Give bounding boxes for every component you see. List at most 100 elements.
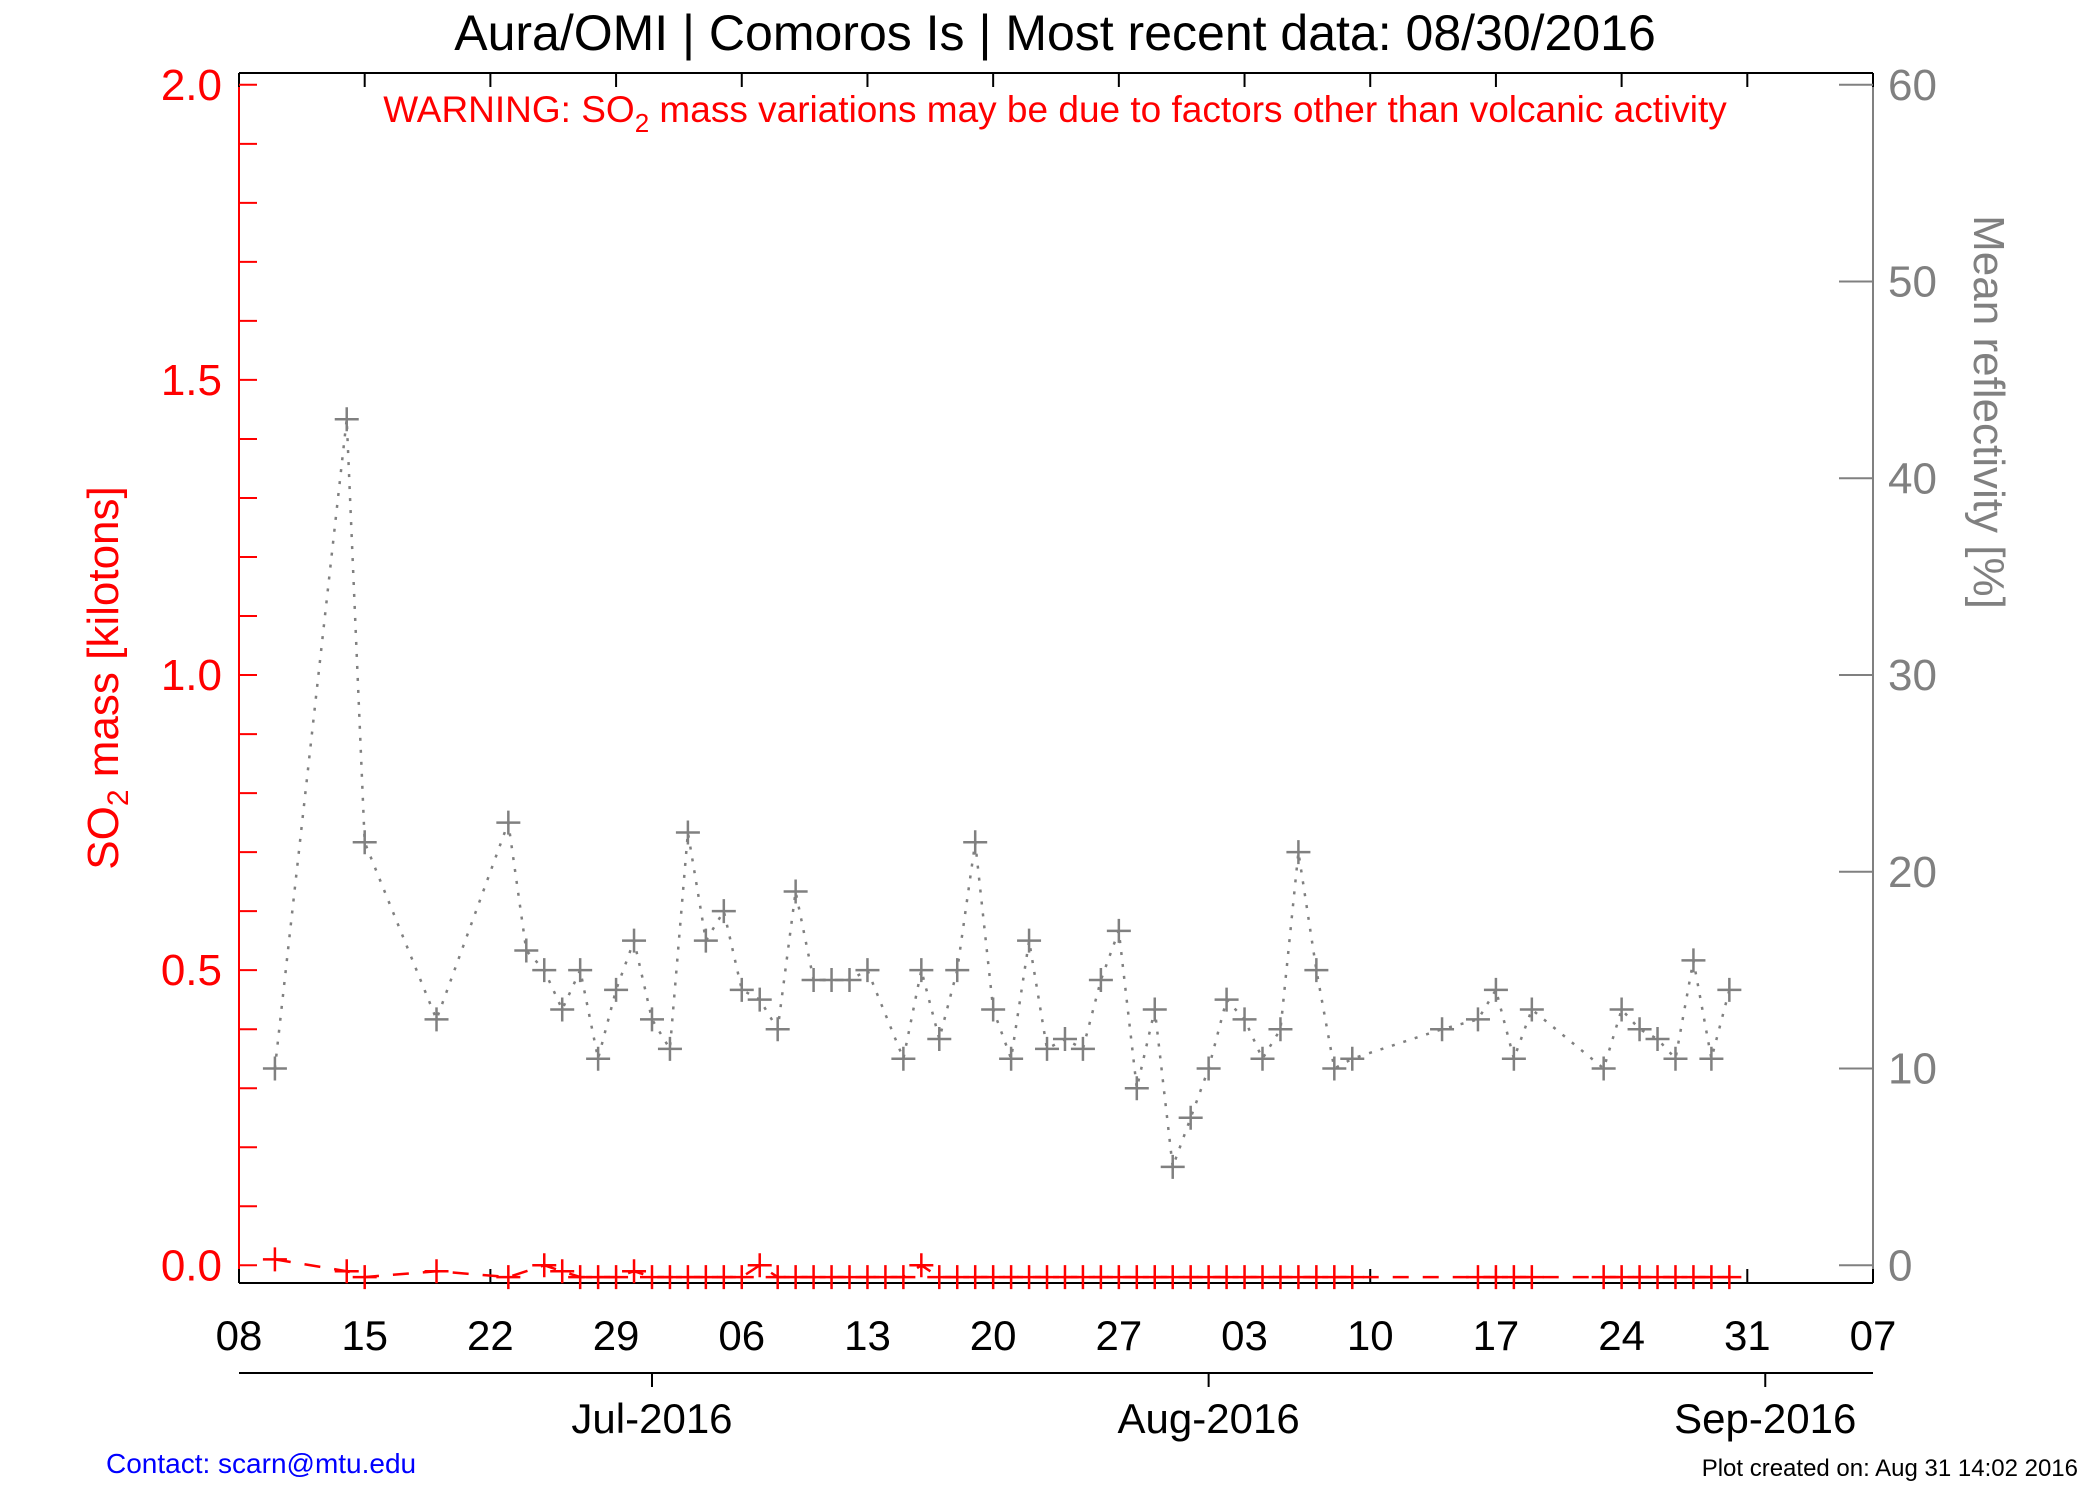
reflectivity-point	[1501, 1046, 1526, 1071]
reflectivity-point	[1304, 958, 1329, 983]
right-tick-label: 30	[1888, 651, 1937, 700]
reflectivity-point	[1070, 1036, 1095, 1061]
x-tick-label: 20	[970, 1312, 1017, 1359]
warning-prefix: WARNING: SO	[383, 89, 634, 130]
reflectivity-point	[262, 1056, 287, 1081]
so2-mass-point	[424, 1259, 449, 1284]
reflectivity-point	[945, 958, 970, 983]
series-layer	[262, 407, 1742, 1290]
left-tick-label: 1.5	[161, 356, 222, 405]
right-tick-label: 20	[1888, 848, 1937, 897]
right-axis-label: Mean reflectivity [%]	[1964, 215, 2013, 609]
reflectivity-point	[1052, 1027, 1077, 1052]
reflectivity-point	[604, 977, 629, 1002]
reflectivity-point	[999, 1046, 1024, 1071]
reflectivity-point	[334, 407, 359, 432]
reflectivity-point	[1717, 977, 1742, 1002]
so2-mass-point	[909, 1253, 934, 1278]
so2-mass-point	[891, 1265, 916, 1290]
so2-mass-point	[550, 1259, 575, 1284]
reflectivity-point	[909, 958, 934, 983]
reflectivity-point	[1035, 1036, 1060, 1061]
reflectivity-point	[1663, 1046, 1688, 1071]
month-label: Jul-2016	[571, 1395, 732, 1442]
chart-title: Aura/OMI | Comoros Is | Most recent data…	[454, 5, 1656, 61]
reflectivity-point	[1017, 928, 1042, 953]
reflectivity-point	[981, 997, 1006, 1022]
x-ticks: 08 15 22 29 06 13 20 27 03 10 17 24 31 07	[216, 73, 1897, 1359]
reflectivity-point	[1681, 948, 1706, 973]
reflectivity-point	[1232, 1007, 1257, 1032]
reflectivity-point	[1142, 997, 1167, 1022]
so2-mass-point	[747, 1253, 772, 1278]
reflectivity-point	[514, 938, 539, 963]
reflectivity-point	[496, 810, 521, 835]
reflectivity-point	[1483, 977, 1508, 1002]
reflectivity-point	[765, 1017, 790, 1042]
x-tick-label: 27	[1095, 1312, 1142, 1359]
contact-text: Contact: scarn@mtu.edu	[106, 1448, 416, 1479]
x-tick-label: 07	[1850, 1312, 1897, 1359]
x-tick-label: 15	[341, 1312, 388, 1359]
right-tick-label: 40	[1888, 454, 1937, 503]
reflectivity-point	[622, 928, 647, 953]
reflectivity-point	[1519, 997, 1544, 1022]
warning-text: WARNING: SO2 mass variations may be due …	[383, 89, 1727, 138]
left-y-ticks: 0.0 0.5 1.0 1.5 2.0	[161, 61, 257, 1290]
right-tick-label: 10	[1888, 1045, 1937, 1094]
warning-subscript: 2	[635, 108, 649, 138]
x-tick-label: 29	[593, 1312, 640, 1359]
reflectivity-point	[1609, 997, 1634, 1022]
right-y-ticks: 0 10 20 30 40 50 60	[1839, 61, 1937, 1290]
plot-created-text: Plot created on: Aug 31 14:02 2016	[1702, 1455, 2078, 1482]
reflectivity-point	[891, 1046, 916, 1071]
reflectivity-point	[1645, 1027, 1670, 1052]
month-ticks: Jul-2016 Aug-2016 Sep-2016	[571, 1373, 1856, 1442]
reflectivity-point	[927, 1027, 952, 1052]
left-axis-label-prefix: SO	[79, 806, 128, 870]
so2-mass-point	[334, 1259, 359, 1284]
reflectivity-point	[1196, 1056, 1221, 1081]
reflectivity-point	[783, 879, 808, 904]
reflectivity-point	[639, 1007, 664, 1032]
reflectivity-point	[1214, 987, 1239, 1012]
reflectivity-point	[568, 958, 593, 983]
right-tick-label: 0	[1888, 1241, 1912, 1290]
x-tick-label: 03	[1221, 1312, 1268, 1359]
so2-mass-point	[352, 1265, 377, 1290]
month-label: Aug-2016	[1118, 1395, 1300, 1442]
x-tick-label: 13	[844, 1312, 891, 1359]
reflectivity-point	[963, 830, 988, 855]
left-tick-label: 0.0	[161, 1241, 222, 1290]
right-tick-label: 50	[1888, 258, 1937, 307]
reflectivity-point	[693, 928, 718, 953]
reflectivity-point	[1430, 1017, 1455, 1042]
reflectivity-point	[352, 830, 377, 855]
right-tick-label: 60	[1888, 61, 1937, 110]
reflectivity-point	[1088, 968, 1113, 993]
x-tick-label: 31	[1724, 1312, 1771, 1359]
warning-suffix: mass variations may be due to factors ot…	[649, 89, 1727, 130]
reflectivity-point	[1106, 918, 1131, 943]
reflectivity-point	[1322, 1056, 1347, 1081]
reflectivity-point	[1699, 1046, 1724, 1071]
reflectivity-point	[729, 977, 754, 1002]
left-axis-label: SO2 mass [kilotons]	[79, 486, 135, 869]
x-tick-label: 08	[216, 1312, 263, 1359]
x-tick-label: 17	[1473, 1312, 1520, 1359]
reflectivity-point	[837, 968, 862, 993]
reflectivity-point	[1160, 1154, 1185, 1179]
reflectivity-point	[657, 1036, 682, 1061]
so2-mass-point	[622, 1259, 647, 1284]
so2-mass-point	[496, 1265, 521, 1290]
so2-mass-point	[532, 1253, 557, 1278]
reflectivity-point	[855, 958, 880, 983]
reflectivity-point	[1124, 1076, 1149, 1101]
reflectivity-point	[711, 899, 736, 924]
reflectivity-point	[1340, 1046, 1365, 1071]
so2-mass-point	[1717, 1265, 1742, 1290]
so2-mass-point	[729, 1265, 754, 1290]
x-tick-label: 06	[718, 1312, 765, 1359]
left-tick-label: 1.0	[161, 651, 222, 700]
